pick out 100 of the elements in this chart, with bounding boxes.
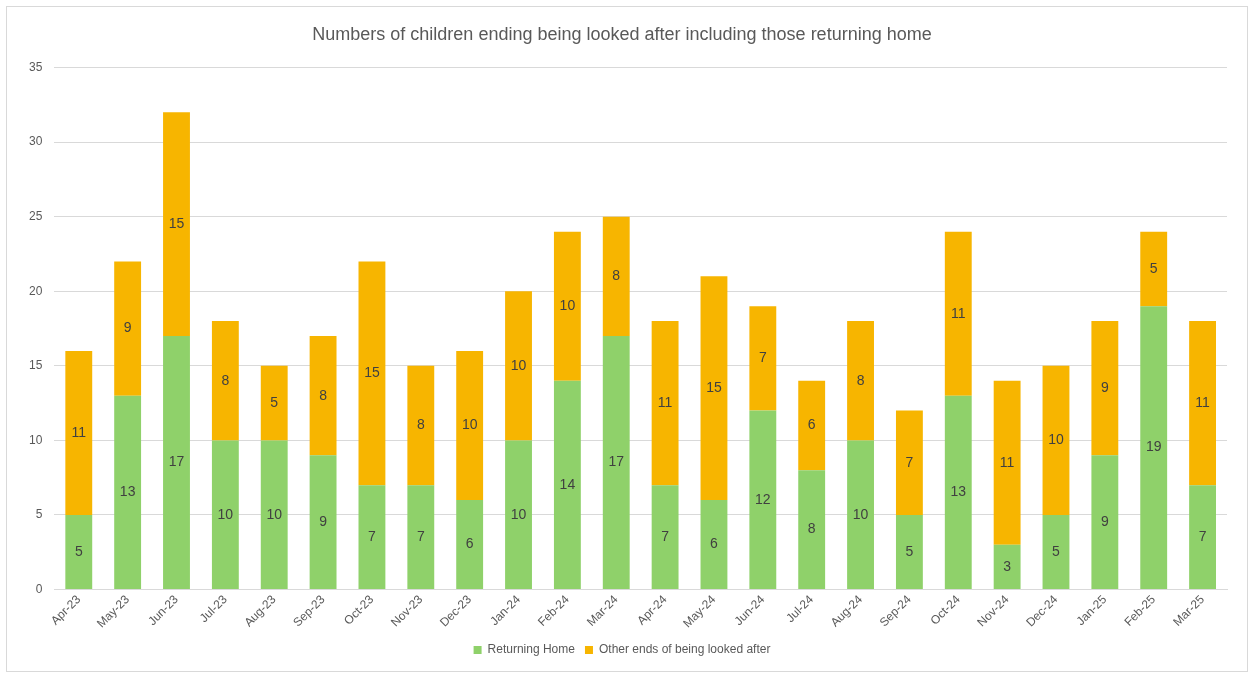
data-label: 17 <box>168 453 185 470</box>
data-label: 6 <box>807 416 816 433</box>
y-tick-label: 35 <box>28 59 43 74</box>
bar <box>163 112 190 337</box>
data-label: 5 <box>74 542 83 559</box>
legend-label: Returning Home <box>487 642 576 657</box>
data-label: 11 <box>999 453 1015 470</box>
data-label: 10 <box>852 505 869 522</box>
data-label: 7 <box>368 527 377 544</box>
bar <box>505 291 532 441</box>
data-label: 7 <box>758 349 767 366</box>
y-tick-label: 20 <box>28 283 43 298</box>
data-label: 8 <box>416 416 425 433</box>
data-label: 15 <box>364 364 380 381</box>
bar <box>651 485 679 590</box>
bar <box>1140 231 1168 307</box>
bar <box>1042 365 1070 515</box>
data-label: 10 <box>510 505 527 522</box>
y-tick-label: 10 <box>28 432 43 447</box>
bar <box>798 380 826 471</box>
y-tick-label: 25 <box>28 209 43 224</box>
data-label: 10 <box>510 356 527 373</box>
data-label: 9 <box>123 319 132 336</box>
bar <box>651 321 679 486</box>
data-label: 5 <box>905 542 914 559</box>
data-label: 10 <box>217 505 234 522</box>
data-label: 5 <box>1149 259 1158 276</box>
bar <box>700 276 728 501</box>
data-label: 8 <box>612 267 621 284</box>
data-label: 19 <box>1145 438 1162 455</box>
data-label: 8 <box>807 520 816 537</box>
data-label: 11 <box>657 393 673 410</box>
y-tick-label: 0 <box>35 581 43 596</box>
y-tick-label: 30 <box>28 134 43 149</box>
bar <box>993 544 1021 590</box>
bar <box>114 261 142 396</box>
bar <box>553 380 581 590</box>
data-label: 13 <box>119 483 136 500</box>
data-label: 5 <box>270 393 279 410</box>
bar <box>895 410 923 515</box>
bar <box>944 395 972 590</box>
data-label: 10 <box>1048 431 1064 448</box>
data-label: 8 <box>856 371 865 388</box>
bar <box>505 440 532 590</box>
bar <box>895 514 923 590</box>
data-label: 11 <box>1195 393 1211 410</box>
data-label: 7 <box>661 527 670 544</box>
y-tick-label: 15 <box>28 358 43 373</box>
bar <box>749 410 777 590</box>
bar <box>798 470 826 590</box>
bar <box>553 231 581 381</box>
bar <box>163 336 190 590</box>
bar <box>456 500 484 590</box>
bar <box>1042 514 1070 590</box>
data-label: 15 <box>706 379 722 396</box>
data-label: 8 <box>319 386 328 403</box>
data-label: 12 <box>755 490 771 507</box>
bar <box>1140 306 1168 590</box>
data-label: 9 <box>1100 513 1109 530</box>
bar <box>847 440 874 590</box>
bar <box>602 216 630 337</box>
bar <box>1091 455 1119 590</box>
bar <box>260 440 288 590</box>
y-tick-label: 5 <box>35 507 43 522</box>
bar <box>456 350 484 501</box>
bar <box>309 455 337 590</box>
bar <box>211 440 239 590</box>
data-label: 10 <box>266 505 283 522</box>
bar <box>358 485 386 590</box>
bar <box>1091 321 1119 456</box>
bar <box>358 261 386 486</box>
bar <box>749 306 777 411</box>
bar <box>407 485 435 590</box>
bar <box>993 380 1021 545</box>
data-label: 13 <box>950 483 967 500</box>
bar <box>260 365 288 441</box>
bar <box>1189 485 1217 590</box>
bar <box>847 321 874 441</box>
data-label: 11 <box>71 423 87 440</box>
bar <box>407 365 435 486</box>
data-label: 10 <box>559 297 576 314</box>
data-label: 6 <box>710 535 719 552</box>
data-label: 15 <box>168 215 185 232</box>
chart-title: Numbers of children ending being looked after including those returning home <box>312 23 932 44</box>
data-label: 3 <box>1003 557 1012 574</box>
data-label: 9 <box>1100 379 1109 396</box>
data-label: 17 <box>608 453 625 470</box>
data-label: 9 <box>319 513 328 530</box>
bar <box>1189 321 1217 486</box>
bar <box>114 395 142 590</box>
bar <box>211 321 239 441</box>
data-label: 7 <box>905 453 914 470</box>
data-label: 8 <box>221 371 230 388</box>
bar <box>309 336 337 456</box>
bar <box>65 514 93 590</box>
bar <box>944 231 972 396</box>
data-label: 11 <box>950 304 966 321</box>
data-label: 7 <box>1198 527 1207 544</box>
bar <box>602 336 630 590</box>
legend-label: Other ends of being looked after <box>598 642 771 657</box>
